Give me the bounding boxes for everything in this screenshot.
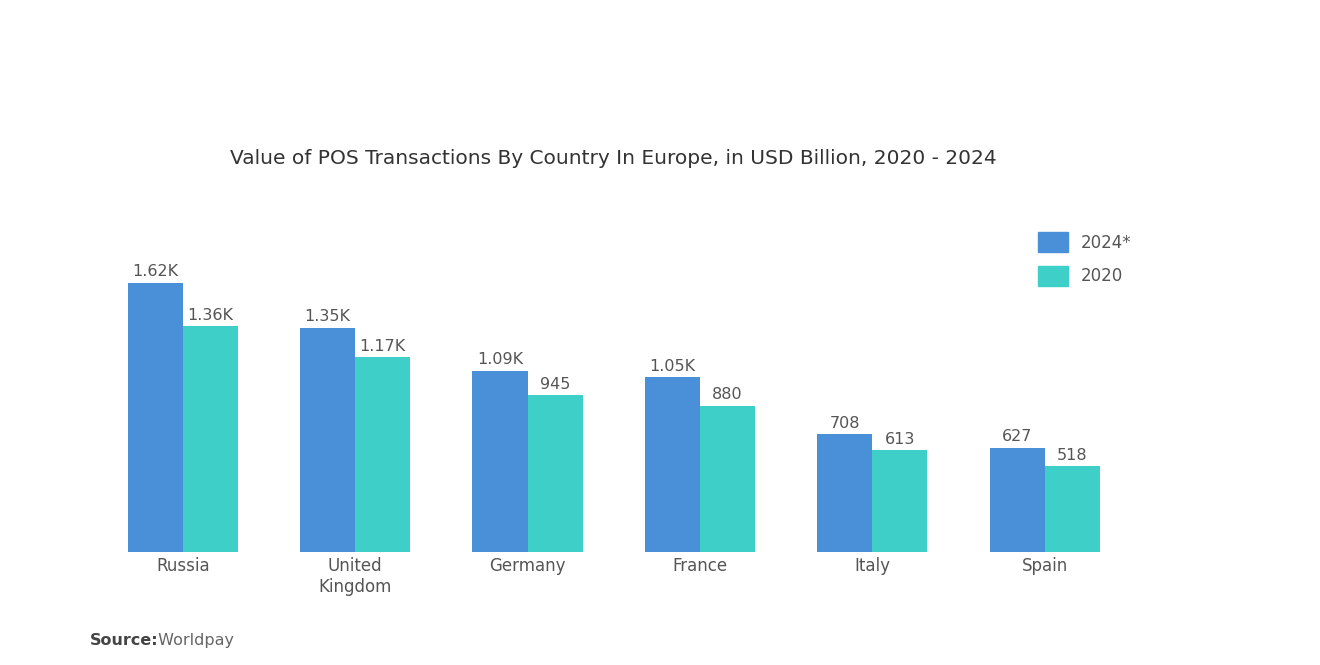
Text: 627: 627	[1002, 430, 1032, 444]
Text: 1.09K: 1.09K	[477, 352, 523, 367]
Text: Source:: Source:	[90, 633, 158, 648]
Text: 1.35K: 1.35K	[305, 309, 351, 324]
Text: 708: 708	[829, 416, 861, 431]
Bar	[990, 448, 1044, 552]
Bar	[645, 377, 700, 552]
Bar	[355, 358, 411, 552]
Text: 880: 880	[713, 387, 743, 402]
Text: 1.36K: 1.36K	[187, 307, 234, 323]
Text: 1.17K: 1.17K	[360, 339, 407, 354]
Bar	[1044, 465, 1100, 552]
Bar	[473, 371, 528, 552]
Bar	[700, 406, 755, 552]
Text: 945: 945	[540, 376, 570, 392]
Bar	[300, 327, 355, 552]
Bar	[817, 434, 873, 552]
Text: 1.05K: 1.05K	[649, 359, 696, 374]
Bar	[183, 326, 238, 552]
Text: Worldpay: Worldpay	[153, 633, 234, 648]
Bar	[873, 450, 928, 552]
Text: 1.62K: 1.62K	[132, 264, 178, 279]
Text: 613: 613	[884, 432, 915, 447]
Bar	[528, 395, 582, 552]
Legend: 2024*, 2020: 2024*, 2020	[1030, 224, 1140, 295]
Bar	[128, 283, 183, 552]
Text: 518: 518	[1057, 448, 1088, 463]
Title: Value of POS Transactions By Country In Europe, in USD Billion, 2020 - 2024: Value of POS Transactions By Country In …	[231, 149, 997, 168]
